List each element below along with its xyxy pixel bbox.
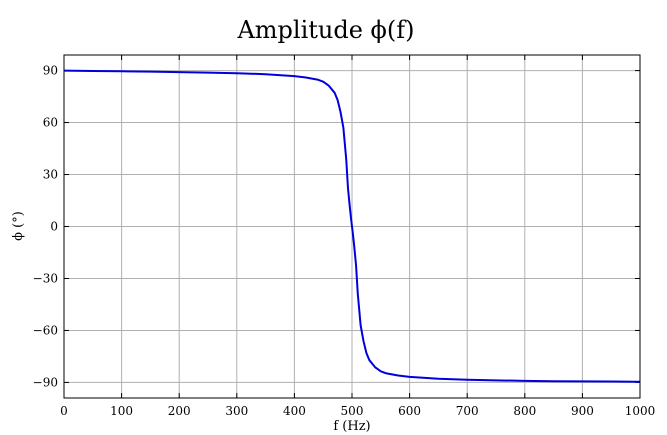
series-layer <box>63 69 641 383</box>
y-tick-label: 90 <box>43 64 58 78</box>
y-tick-label: −30 <box>33 271 58 285</box>
x-tick-label: 100 <box>110 404 133 418</box>
phase-series-line <box>63 69 641 383</box>
x-tick-label: 0 <box>60 404 68 418</box>
y-tick-label: −90 <box>33 375 58 389</box>
y-tick-label: 30 <box>43 168 58 182</box>
x-tick-label: 700 <box>456 404 479 418</box>
y-tick-label: 60 <box>43 116 58 130</box>
x-tick-label: 300 <box>225 404 248 418</box>
x-tick-label: 900 <box>571 404 594 418</box>
x-tick-label: 400 <box>283 404 306 418</box>
y-axis-label: ϕ (°) <box>11 211 26 241</box>
x-tick-label: 1000 <box>625 404 656 418</box>
x-tick-label: 500 <box>341 404 364 418</box>
x-axis-label: f (Hz) <box>333 419 370 434</box>
y-tick-label: 0 <box>50 220 58 234</box>
ticks: 0 100 200 300 400 500 600 700 800 900 10009060300−… <box>33 55 656 418</box>
x-tick-label: 600 <box>398 404 421 418</box>
x-tick-label: 800 <box>513 404 536 418</box>
y-tick-label: −60 <box>33 323 58 337</box>
chart-title: Amplitude ϕ(f) <box>236 16 414 44</box>
plot-frame <box>63 54 641 399</box>
x-tick-label: 200 <box>168 404 191 418</box>
